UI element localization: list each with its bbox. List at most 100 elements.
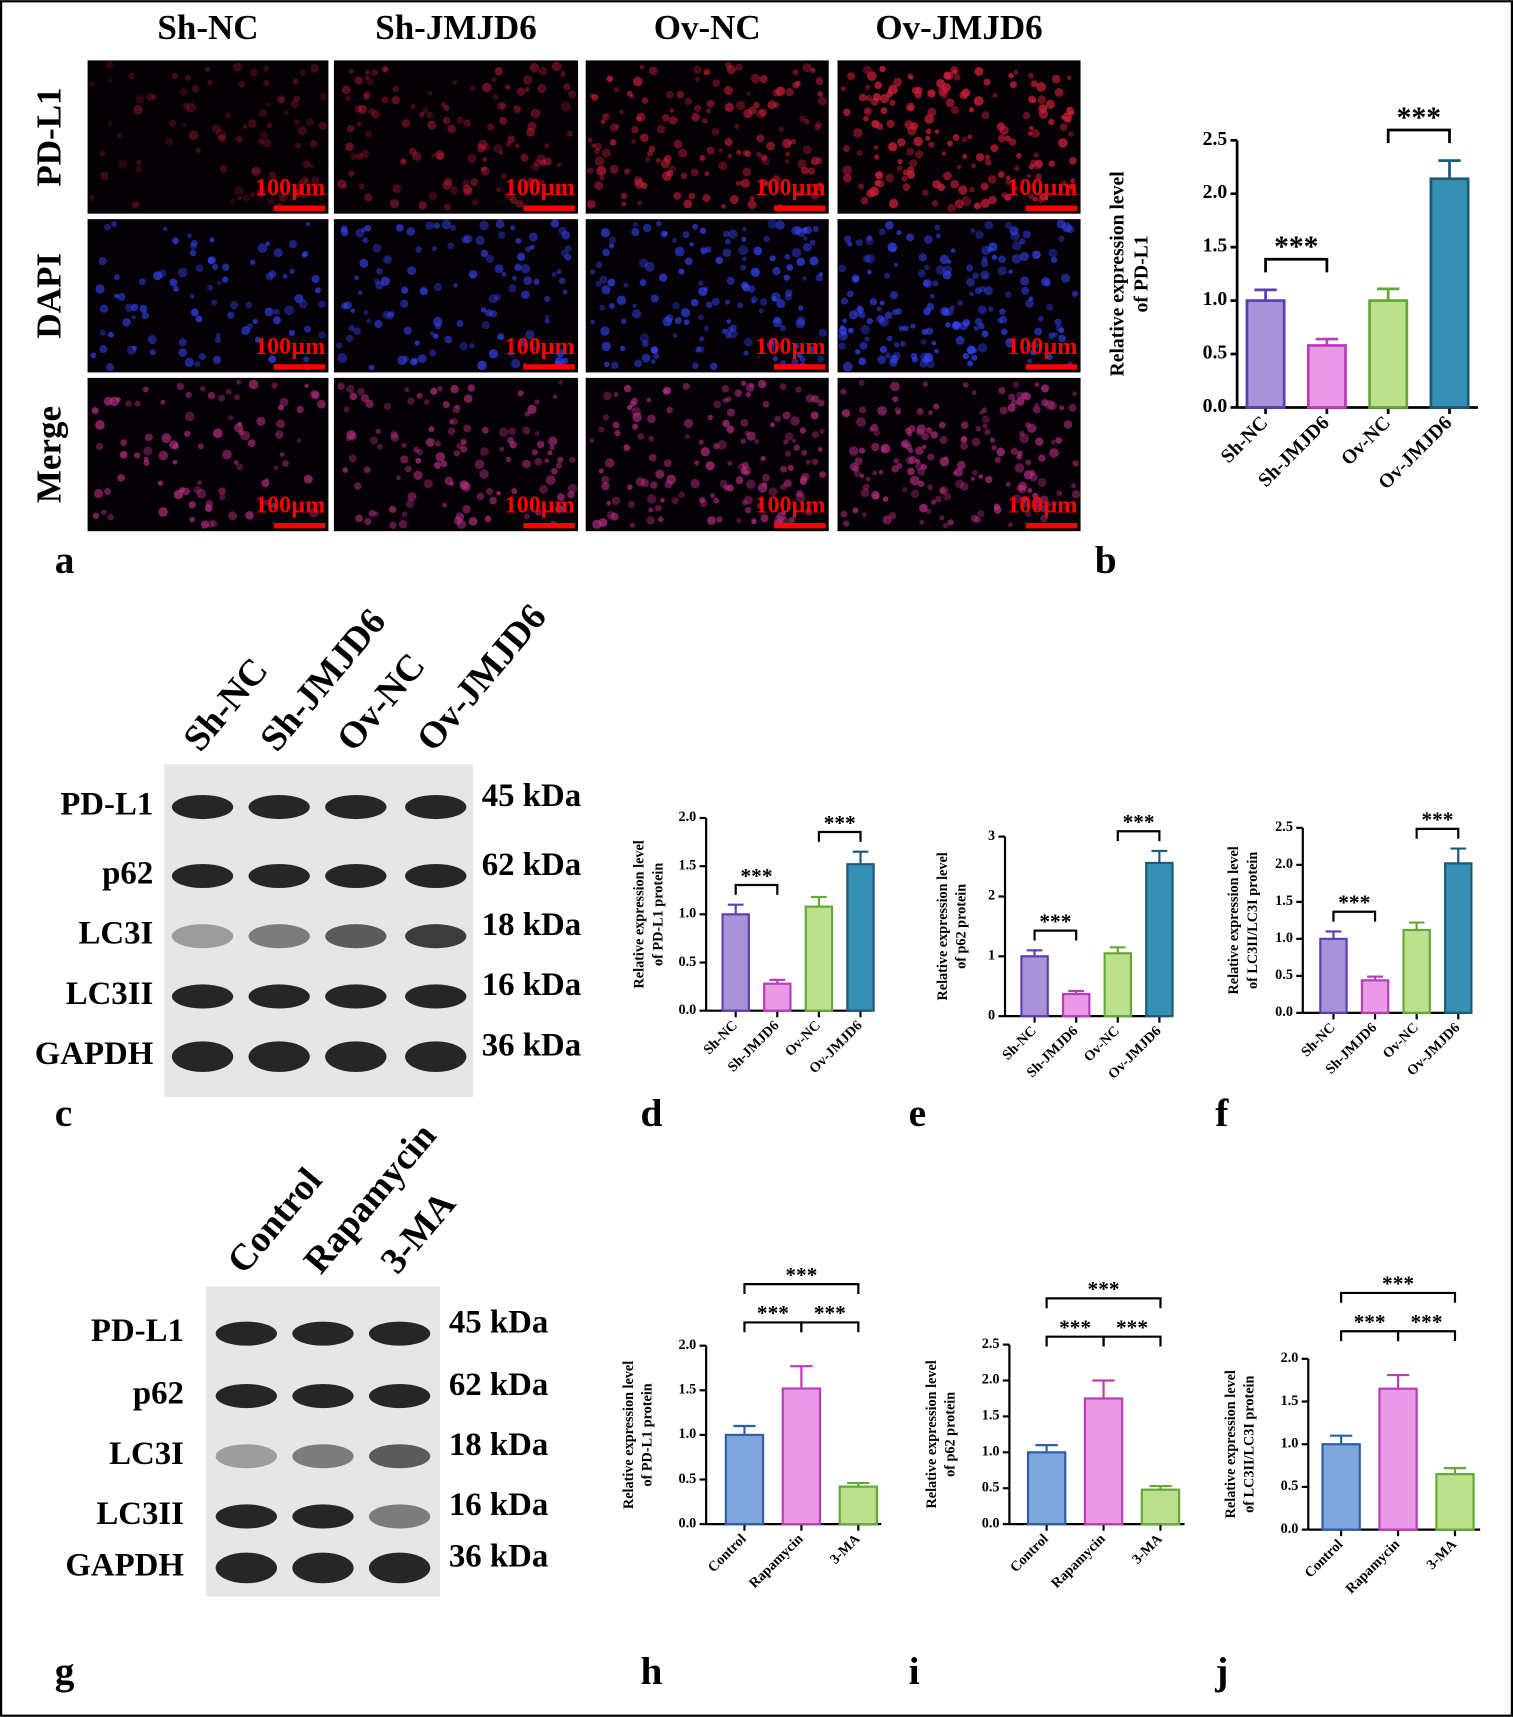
cell bbox=[981, 111, 990, 120]
cell bbox=[784, 450, 792, 457]
significance-label: *** bbox=[1123, 810, 1155, 834]
cell bbox=[611, 361, 619, 369]
cell bbox=[1020, 392, 1028, 400]
cell bbox=[408, 147, 417, 156]
y-tick-label: 0.0 bbox=[1275, 1004, 1293, 1020]
cell bbox=[931, 200, 939, 207]
cell bbox=[428, 426, 435, 433]
cell bbox=[494, 264, 504, 274]
cell bbox=[742, 167, 752, 177]
bar bbox=[781, 1387, 822, 1526]
cell bbox=[108, 77, 114, 83]
significance-bracket bbox=[1396, 1330, 1457, 1342]
cell bbox=[1045, 501, 1052, 508]
cell bbox=[211, 124, 221, 134]
cell bbox=[885, 311, 893, 319]
cell bbox=[985, 475, 993, 484]
cell bbox=[966, 345, 976, 355]
cell bbox=[524, 513, 530, 520]
cell bbox=[486, 123, 495, 131]
cell bbox=[218, 133, 227, 143]
cell bbox=[750, 73, 761, 84]
cell bbox=[427, 120, 437, 130]
cell bbox=[293, 95, 300, 102]
cell bbox=[974, 516, 982, 523]
band-label: LC3II bbox=[66, 976, 154, 1012]
cell bbox=[924, 264, 930, 271]
cell bbox=[275, 94, 286, 105]
cell bbox=[601, 285, 611, 295]
cell bbox=[810, 411, 819, 420]
cell bbox=[1005, 291, 1012, 298]
cell bbox=[648, 453, 657, 462]
cell bbox=[797, 159, 807, 169]
cell bbox=[456, 320, 464, 328]
cell bbox=[735, 517, 742, 524]
cell bbox=[627, 500, 636, 509]
cell bbox=[563, 83, 571, 91]
bar bbox=[846, 863, 875, 1012]
cell bbox=[979, 410, 984, 415]
cell bbox=[377, 443, 383, 450]
cell bbox=[769, 422, 775, 428]
cell bbox=[928, 141, 935, 148]
cell bbox=[195, 315, 203, 323]
cell bbox=[336, 179, 347, 189]
cell bbox=[480, 447, 489, 457]
cell bbox=[149, 349, 156, 356]
cell bbox=[95, 420, 105, 430]
cell bbox=[682, 382, 690, 390]
cell bbox=[740, 281, 749, 289]
cell bbox=[360, 394, 370, 403]
cell bbox=[311, 274, 320, 284]
cell bbox=[702, 118, 708, 124]
cell bbox=[427, 90, 433, 96]
cell bbox=[1072, 391, 1078, 397]
cell bbox=[494, 67, 503, 76]
y-tick-label: 2.0 bbox=[679, 1337, 697, 1353]
cell bbox=[461, 235, 469, 244]
band bbox=[325, 984, 387, 1009]
cell bbox=[631, 138, 636, 144]
significance-label: *** bbox=[824, 811, 856, 835]
cell bbox=[1033, 160, 1043, 170]
cell bbox=[143, 456, 149, 462]
cell bbox=[251, 166, 259, 175]
cell bbox=[340, 228, 349, 237]
cell bbox=[536, 154, 547, 164]
cell bbox=[776, 86, 786, 96]
cell bbox=[1070, 178, 1076, 184]
cell bbox=[363, 310, 369, 316]
cell bbox=[980, 259, 989, 268]
cell bbox=[515, 199, 524, 208]
cell bbox=[671, 497, 679, 505]
cell bbox=[1027, 488, 1033, 493]
cell bbox=[997, 171, 1005, 178]
cell bbox=[539, 179, 545, 186]
bar bbox=[1103, 952, 1133, 1018]
band bbox=[171, 924, 234, 949]
bar bbox=[804, 905, 834, 1012]
cell bbox=[871, 119, 880, 129]
cell bbox=[1032, 503, 1041, 511]
cell bbox=[1033, 152, 1039, 158]
cell bbox=[478, 139, 488, 150]
band bbox=[215, 1383, 277, 1409]
cell bbox=[1001, 328, 1008, 336]
cell bbox=[366, 78, 374, 85]
cell bbox=[635, 477, 645, 487]
cell bbox=[633, 176, 643, 185]
cell bbox=[911, 86, 919, 94]
cell bbox=[433, 283, 442, 292]
band bbox=[248, 924, 310, 949]
y-tick-label: 1.5 bbox=[1203, 235, 1228, 257]
band bbox=[248, 1041, 310, 1072]
cell bbox=[350, 308, 355, 313]
cell bbox=[587, 200, 596, 209]
y-tick-label: 0.5 bbox=[1275, 967, 1293, 983]
cell bbox=[158, 450, 169, 461]
cell bbox=[613, 86, 620, 93]
cell bbox=[939, 436, 948, 444]
cell bbox=[476, 492, 485, 501]
cell bbox=[882, 496, 889, 502]
